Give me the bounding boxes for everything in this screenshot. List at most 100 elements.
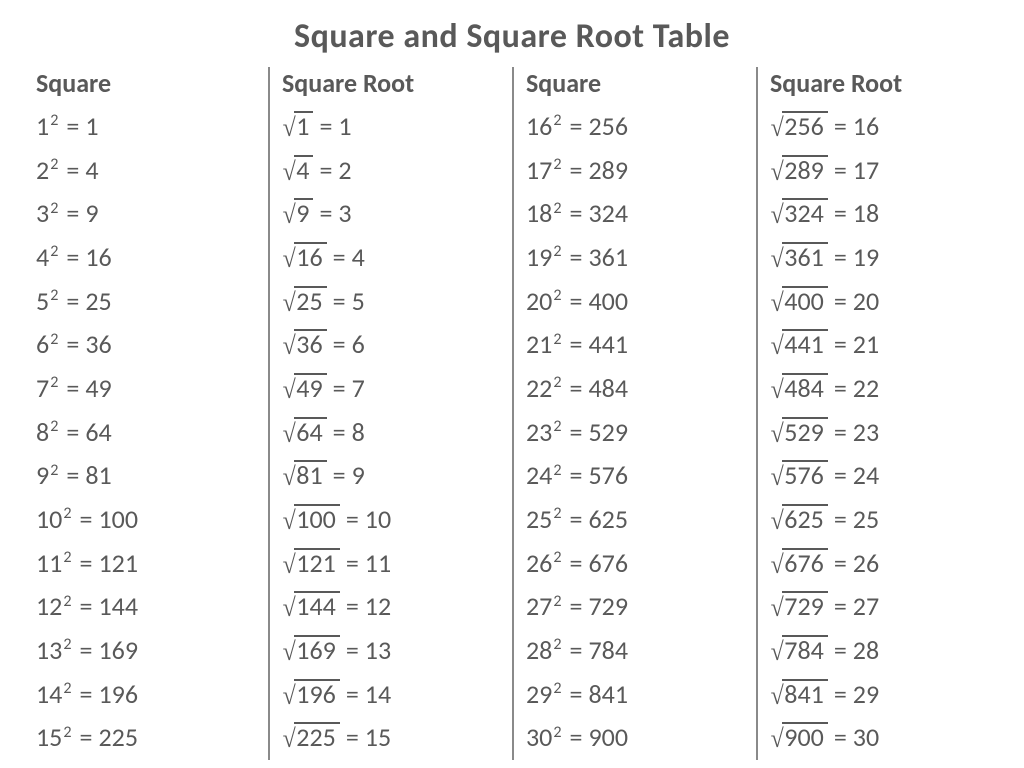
square-root: √64 (282, 411, 327, 455)
table-row: √144=12 (282, 585, 500, 629)
table-row: 152=225 (36, 716, 256, 760)
exponent: 2 (63, 548, 71, 567)
equals-sign: = (333, 285, 346, 317)
exponent: 2 (50, 242, 58, 261)
table-row: √81=9 (282, 454, 500, 498)
square-base: 26 (526, 547, 552, 579)
square-base: 22 (526, 372, 552, 404)
equals-sign: = (834, 110, 847, 142)
radicand: 576 (782, 460, 828, 489)
exponent: 2 (553, 199, 561, 218)
equals-sign: = (319, 154, 332, 186)
table-row: √400=20 (770, 280, 988, 324)
radical-icon: √ (283, 499, 296, 543)
root-result: 5 (352, 285, 365, 317)
table-row: 202=400 (526, 280, 744, 324)
square-root: √256 (770, 105, 828, 149)
equals-sign: = (834, 634, 847, 666)
square-base: 18 (526, 197, 552, 229)
square-result: 49 (85, 372, 111, 404)
square-root: √225 (282, 716, 340, 760)
table-row: √25=5 (282, 280, 500, 324)
table-row: √324=18 (770, 192, 988, 236)
table-row: 272=729 (526, 585, 744, 629)
square-result: 144 (98, 590, 138, 622)
root-result: 3 (338, 197, 351, 229)
root-result: 28 (853, 634, 879, 666)
square-result: 1 (85, 110, 98, 142)
equals-sign: = (346, 547, 359, 579)
square-result: 361 (588, 241, 628, 273)
square-result: 576 (588, 459, 628, 491)
equals-sign: = (570, 459, 583, 491)
square-root: √361 (770, 236, 828, 280)
table-row: 242=576 (526, 454, 744, 498)
table-row: √16=4 (282, 236, 500, 280)
radical-icon: √ (771, 499, 784, 543)
radical-icon: √ (283, 717, 296, 761)
root-result: 2 (338, 154, 351, 186)
radical-icon: √ (771, 412, 784, 456)
equals-sign: = (570, 154, 583, 186)
table-row: 42=16 (36, 236, 256, 280)
square-result: 196 (98, 678, 138, 710)
equals-sign: = (570, 721, 583, 753)
radical-icon: √ (771, 106, 784, 150)
square-column: Square12=122=432=942=1652=2562=3672=4982… (24, 67, 268, 760)
exponent: 2 (63, 504, 71, 523)
square-base: 13 (36, 634, 62, 666)
equals-sign: = (346, 634, 359, 666)
square-root: √529 (770, 411, 828, 455)
exponent: 2 (553, 242, 561, 261)
square-result: 625 (588, 503, 628, 535)
square-result: 484 (588, 372, 628, 404)
root-result: 14 (365, 678, 391, 710)
square-base: 23 (526, 416, 552, 448)
root-result: 23 (853, 416, 879, 448)
table-row: 192=361 (526, 236, 744, 280)
root-result: 1 (338, 110, 351, 142)
equals-sign: = (66, 416, 79, 448)
table-row: √529=23 (770, 411, 988, 455)
table-row: √4=2 (282, 149, 500, 193)
exponent: 2 (63, 679, 71, 698)
equals-sign: = (570, 590, 583, 622)
equals-sign: = (570, 110, 583, 142)
square-root: √441 (770, 323, 828, 367)
table-row: 82=64 (36, 411, 256, 455)
exponent: 2 (553, 330, 561, 349)
square-root: √289 (770, 149, 828, 193)
radicand: 196 (294, 679, 340, 708)
square-root: √16 (282, 236, 327, 280)
square-root: √25 (282, 280, 327, 324)
exponent: 2 (50, 461, 58, 480)
radicand: 100 (294, 504, 340, 533)
root-result: 24 (853, 459, 879, 491)
equals-sign: = (66, 459, 79, 491)
table-row: 232=529 (526, 411, 744, 455)
radical-icon: √ (283, 586, 296, 630)
exponent: 2 (553, 635, 561, 654)
radical-icon: √ (771, 368, 784, 412)
table-row: 132=169 (36, 629, 256, 673)
equals-sign: = (570, 197, 583, 229)
table-row: 212=441 (526, 323, 744, 367)
radical-icon: √ (283, 193, 296, 237)
root-result: 18 (853, 197, 879, 229)
exponent: 2 (553, 504, 561, 523)
equals-sign: = (66, 154, 79, 186)
square-base: 12 (36, 590, 62, 622)
square-base: 30 (526, 721, 552, 753)
table-row: √225=15 (282, 716, 500, 760)
radicand: 64 (294, 417, 326, 446)
root-result: 17 (853, 154, 879, 186)
table-row: 12=1 (36, 105, 256, 149)
table-row: √841=29 (770, 673, 988, 717)
square-base: 7 (36, 372, 49, 404)
square-base: 28 (526, 634, 552, 666)
radicand: 256 (782, 111, 828, 140)
square-base: 9 (36, 459, 49, 491)
root-column: Square Root√256=16√289=17√324=18√361=19√… (756, 67, 1000, 760)
radical-icon: √ (771, 150, 784, 194)
square-result: 784 (588, 634, 628, 666)
